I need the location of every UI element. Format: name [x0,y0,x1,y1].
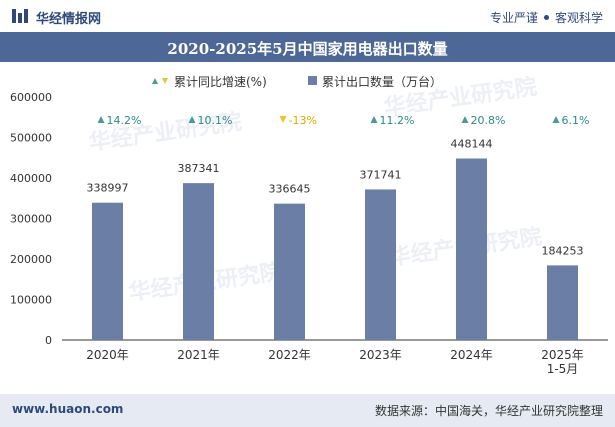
x-tick-label-4: 2024年 [450,348,493,362]
y-tick-label-6: 600000 [10,91,52,104]
x-tick-label-3: 2023年 [359,348,402,362]
data-label-5: 184253 [542,244,584,257]
bar-3 [365,189,396,340]
growth-up-triangle-icon-4 [461,116,469,123]
x-tick-label-5: 2025年 [541,348,584,362]
bar-2 [274,203,305,340]
growth-up-triangle-icon-3 [370,116,378,123]
growth-label-5: 6.1% [562,114,590,127]
top-bar: 华经情报网 专业严谨 客观科学 [0,0,615,32]
x-tick-label-1: 2021年 [177,348,220,362]
logo-icon [12,9,28,23]
data-label-1: 387341 [178,162,220,175]
y-tick-label-5: 500000 [10,132,52,145]
x-tick-label-5-line1: 1-5月 [547,362,579,376]
legend-up-triangle-icon [152,78,158,84]
y-tick-label-2: 200000 [10,253,52,266]
growth-label-1: 10.1% [198,114,233,127]
bottom-bar: www.huaon.com 数据来源：中国海关，华经产业研究院整理 [0,394,615,427]
tagline: 专业严谨 客观科学 [490,9,603,26]
growth-label-4: 20.8% [471,114,506,127]
growth-down-triangle-icon-2 [279,116,287,123]
growth-up-triangle-icon-1 [188,116,196,123]
x-tick-label-2: 2022年 [268,348,311,362]
y-tick-label-1: 100000 [10,294,52,307]
bar-5 [547,265,578,340]
data-label-3: 371741 [360,168,402,181]
legend-bar-label: 累计出口数量（万台） [322,74,442,89]
y-tick-label-3: 300000 [10,213,52,226]
growth-label-3: 11.2% [380,114,415,127]
x-tick-label-0: 2020年 [86,348,129,362]
bar-0 [92,202,123,340]
legend-bar-swatch [308,76,317,85]
tagline-left: 专业严谨 [489,11,538,25]
growth-up-triangle-icon-5 [552,116,560,123]
bar-1 [183,183,214,340]
growth-label-2: -13% [289,114,317,127]
y-tick-label-0: 0 [45,334,52,347]
tagline-right: 客观科学 [554,11,603,25]
legend-growth-label: 累计同比增速(%) [174,75,267,89]
bar-4 [456,158,487,340]
separator-dot [543,15,549,20]
legend-down-triangle-icon [162,78,168,84]
growth-label-0: 14.2% [107,114,142,127]
brand-name: 华经情报网 [36,12,102,27]
data-label-0: 338997 [87,182,129,195]
title-bar: 2020-2025年5月中国家用电器出口数量 [0,32,615,62]
chart-title: 2020-2025年5月中国家用电器出口数量 [167,40,448,58]
y-tick-label-4: 400000 [10,172,52,185]
growth-up-triangle-icon-0 [97,116,105,123]
site-url: www.huaon.com [12,402,124,416]
data-label-2: 336645 [269,183,311,196]
data-source: 数据来源：中国海关，华经产业研究院整理 [374,404,603,418]
bar-chart: 华经产业研究院华经产业研究院华经产业研究院华经产业研究院累计同比增速(%)累计出… [10,74,608,376]
data-label-4: 448144 [451,138,493,151]
